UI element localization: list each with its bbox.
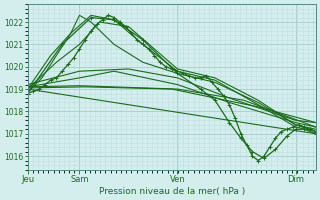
X-axis label: Pression niveau de la mer( hPa ): Pression niveau de la mer( hPa ) xyxy=(99,187,245,196)
